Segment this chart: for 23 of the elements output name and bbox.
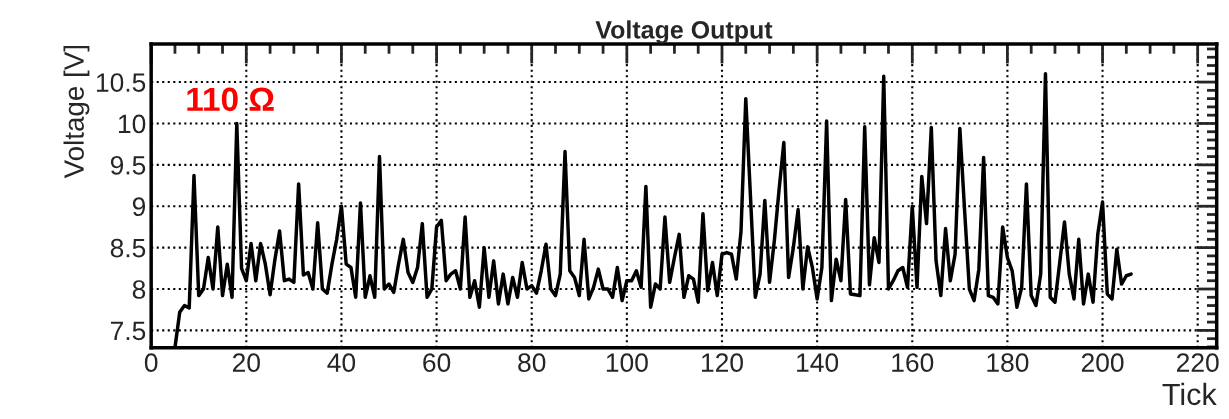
x-tick-label: 180 (987, 353, 1029, 373)
x-tick-label: 160 (892, 353, 934, 373)
y-axis-title: Voltage [V] (63, 45, 90, 179)
x-axis-title: Tick (1162, 382, 1217, 406)
x-tick-label: 60 (423, 353, 451, 373)
y-tick-label: 9 (132, 197, 146, 217)
y-tick-label: 10 (118, 114, 146, 134)
x-tick-label: 200 (1081, 353, 1124, 373)
x-tick-label: 80 (518, 353, 546, 373)
y-tick-label: 8.5 (110, 238, 146, 258)
x-tick-label: 220 (1177, 353, 1219, 373)
x-tick-label: 140 (797, 353, 839, 373)
x-tick-label: 40 (327, 353, 356, 373)
annotation: 110 Ω (187, 87, 274, 112)
x-tick-label: 20 (232, 353, 260, 373)
y-tick-label: 7.5 (110, 321, 146, 341)
x-tick-label: 0 (144, 353, 158, 373)
x-tick-label: 120 (701, 353, 743, 373)
y-tick-label: 9.5 (110, 155, 146, 175)
chart-title: Voltage Output (595, 20, 773, 44)
y-tick-label: 10.5 (96, 73, 146, 92)
x-tick-label: 100 (606, 353, 648, 373)
y-tick-label: 8 (132, 280, 146, 299)
